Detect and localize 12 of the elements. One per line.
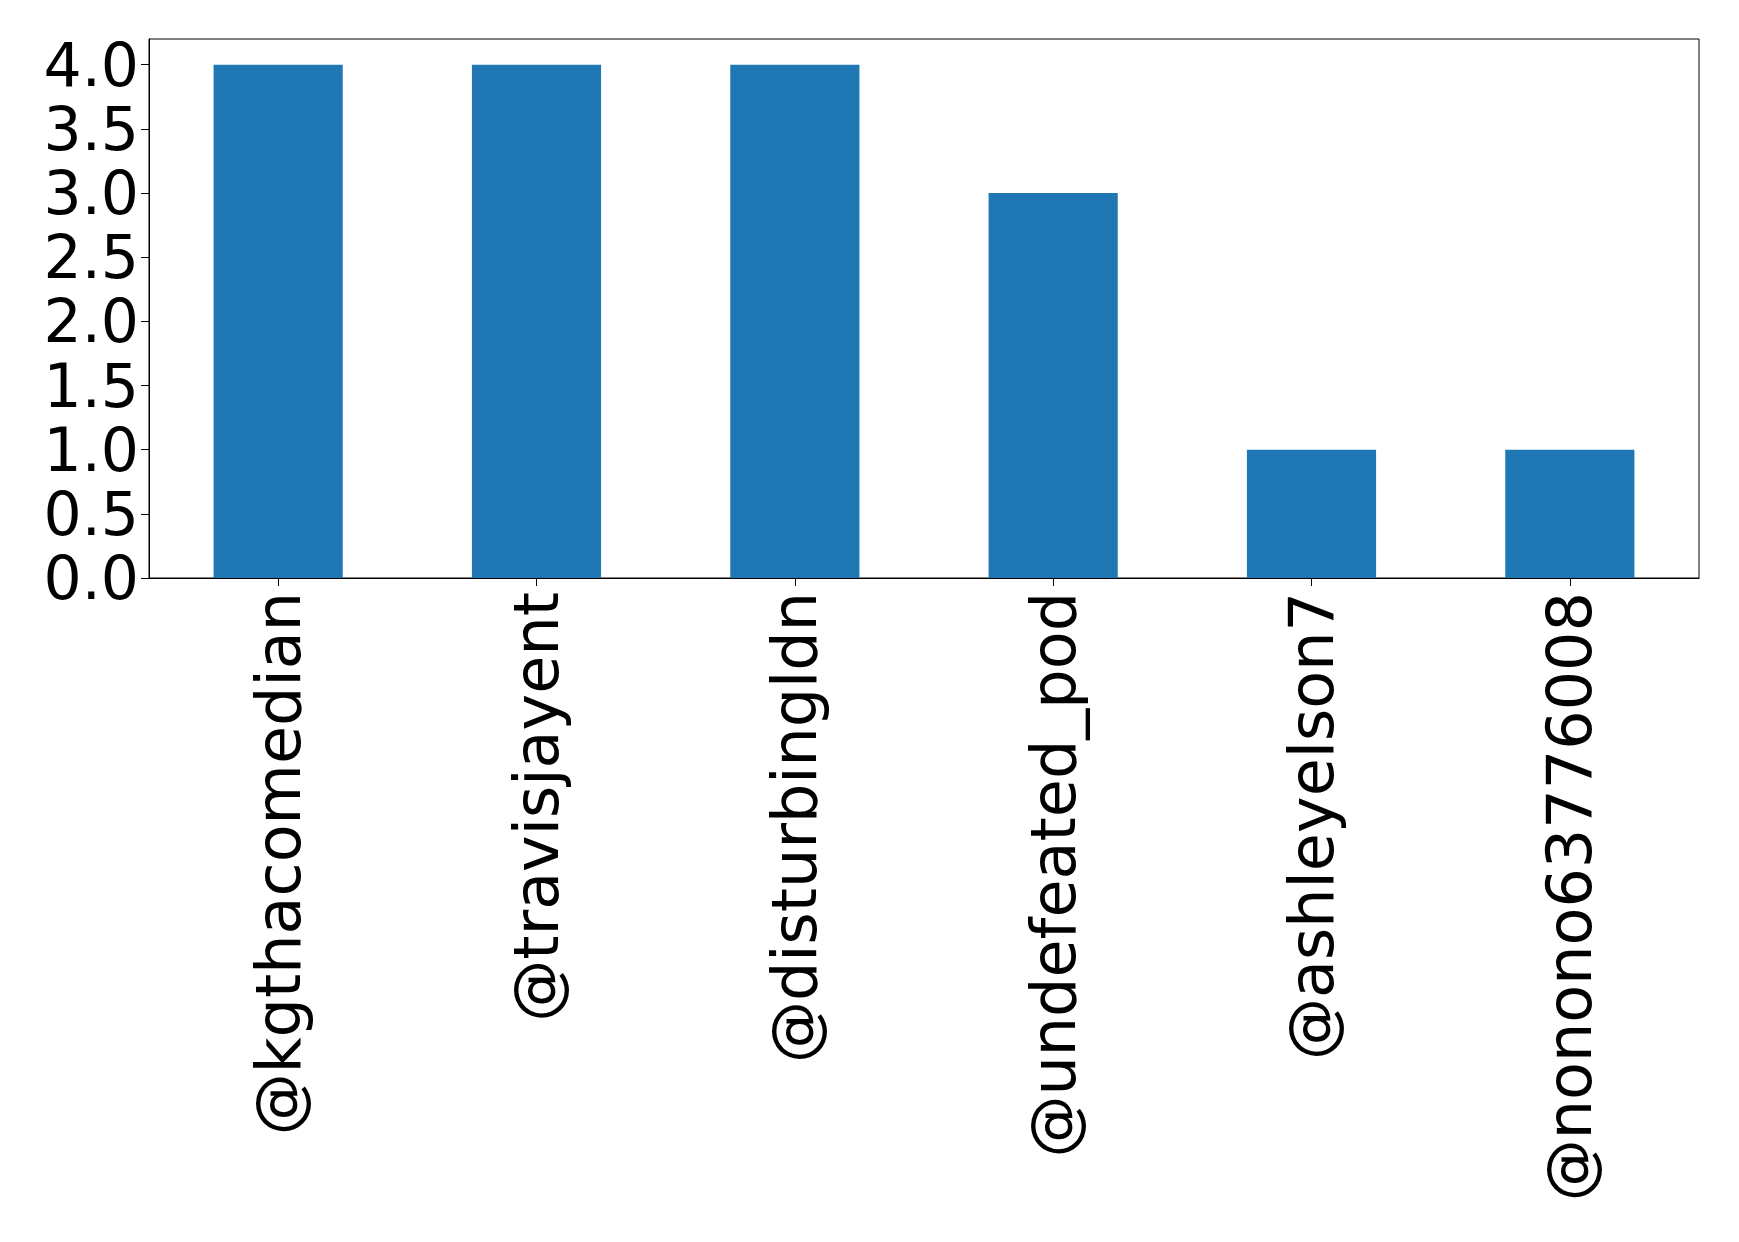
x-tick-label: @ashleyelson7	[1275, 592, 1348, 1060]
x-tick-label: @kgthacomedian	[241, 592, 315, 1136]
x-tick-label: @undefeated_pod	[1016, 592, 1090, 1158]
bar	[471, 64, 602, 578]
x-tick-label: @nonono63776008	[1533, 592, 1607, 1202]
bar	[730, 64, 860, 578]
bar	[1246, 449, 1377, 578]
x-tick-label: @travisjayent	[500, 592, 573, 1022]
bar	[988, 193, 1118, 578]
bar	[213, 64, 343, 578]
x-tick-label: @disturbingldn	[758, 592, 832, 1064]
bar	[1505, 449, 1635, 578]
